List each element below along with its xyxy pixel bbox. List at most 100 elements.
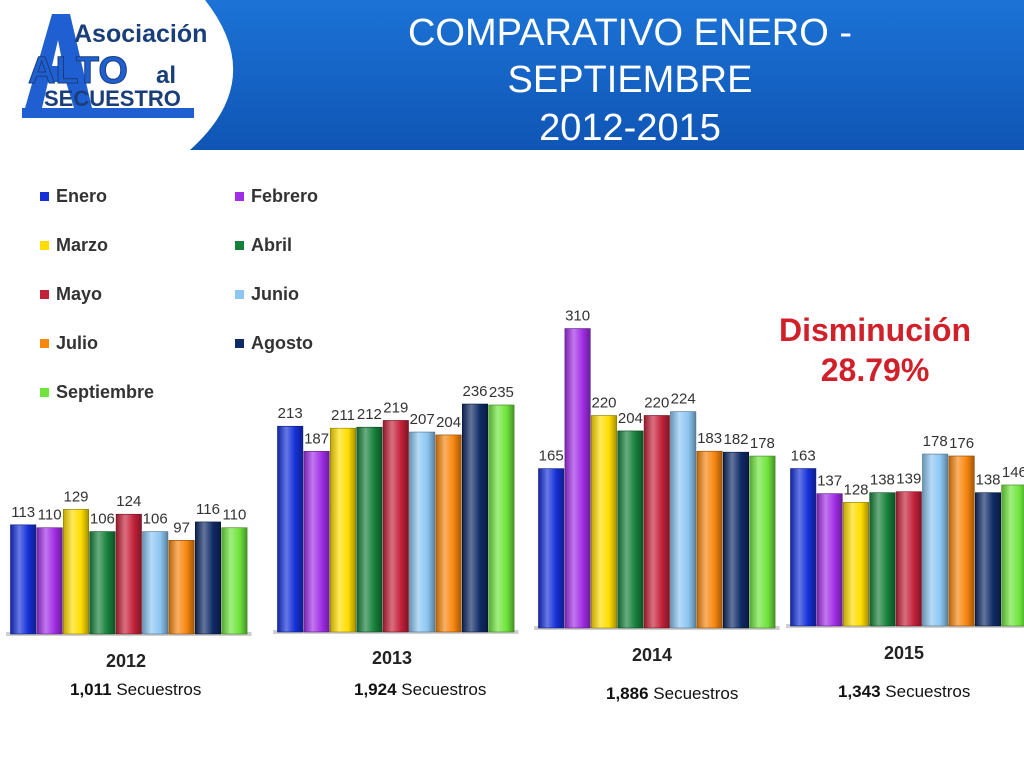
total-unit: Secuestros xyxy=(401,680,487,699)
data-label-2015-marzo: 128 xyxy=(843,481,868,498)
bar-2015-septiembre xyxy=(1001,484,1024,627)
bar-2012-mayo xyxy=(115,513,142,635)
bar-2014-mayo xyxy=(643,415,670,629)
total-unit: Secuestros xyxy=(885,682,971,701)
data-label-2013-agosto: 236 xyxy=(462,383,487,400)
data-label-2012-enero: 113 xyxy=(11,504,35,521)
data-label-2012-marzo: 129 xyxy=(63,488,88,505)
legend-swatch xyxy=(235,192,244,201)
legend-item-abril: Abril xyxy=(235,235,292,256)
legend-swatch xyxy=(40,241,49,250)
data-label-2013-marzo: 211 xyxy=(331,407,355,424)
bar-2015-junio xyxy=(922,453,949,627)
bar-2012-septiembre xyxy=(221,527,248,635)
data-label-2015-mayo: 139 xyxy=(896,471,921,488)
legend-swatch xyxy=(235,241,244,250)
data-label-2012-junio: 106 xyxy=(143,511,168,528)
bar-2013-marzo xyxy=(329,427,356,633)
total-value: 1,924 xyxy=(354,680,397,699)
total-2013: 1,924 Secuestros xyxy=(354,680,486,700)
bar-2015-enero xyxy=(790,468,817,627)
data-label-2012-mayo: 124 xyxy=(116,493,141,510)
bar-2012-marzo xyxy=(62,509,89,635)
data-label-2012-febrero: 110 xyxy=(38,507,62,524)
category-label-2012: 2012 xyxy=(106,651,147,671)
data-label-2013-junio: 207 xyxy=(410,411,435,428)
bar-2014-agosto xyxy=(722,451,749,629)
data-label-2013-enero: 213 xyxy=(278,405,303,422)
category-label-2013: 2013 xyxy=(372,648,413,668)
legend-label: Agosto xyxy=(251,333,313,353)
legend-item-julio: Julio xyxy=(40,333,98,354)
decrease-percent: 28.79% xyxy=(820,352,930,388)
data-label-2014-enero: 165 xyxy=(539,448,564,465)
data-label-2012-abril: 106 xyxy=(90,511,115,528)
legend-swatch xyxy=(40,339,49,348)
chart-legend: Enero Febrero Marzo Abril Mayo Junio Jul… xyxy=(40,178,360,418)
legend-label: Marzo xyxy=(56,235,109,255)
bar-2013-junio xyxy=(409,431,436,633)
logo-a-mark xyxy=(25,14,92,108)
bar-2013-julio xyxy=(435,434,462,633)
bar-2012-agosto xyxy=(195,521,222,635)
total-unit: Secuestros xyxy=(653,684,739,703)
bar-2015-mayo xyxy=(895,491,922,627)
logo-text-al: al xyxy=(156,62,176,89)
legend-item-enero: Enero xyxy=(40,186,107,207)
legend-swatch xyxy=(40,388,49,397)
data-label-2014-marzo: 220 xyxy=(591,394,616,411)
total-value: 1,343 xyxy=(838,682,881,701)
legend-label: Enero xyxy=(56,186,108,206)
data-label-2013-abril: 212 xyxy=(357,406,382,423)
bar-2014-septiembre xyxy=(749,455,776,629)
data-label-2015-abril: 138 xyxy=(870,472,895,489)
legend-item-septiembre: Septiembre xyxy=(40,382,154,403)
category-label-2014: 2014 xyxy=(632,645,673,665)
bar-2014-junio xyxy=(670,411,697,629)
page-title-line-3: 2012-2015 xyxy=(539,107,721,149)
bar-2015-agosto xyxy=(974,492,1001,627)
legend-item-junio: Junio xyxy=(235,284,299,305)
logo: Asociación ALTO al SECUESTRO xyxy=(22,14,207,118)
bar-2014-marzo xyxy=(590,415,617,629)
bar-2012-julio xyxy=(168,539,195,635)
bar-2015-julio xyxy=(948,455,975,627)
legend-item-febrero: Febrero xyxy=(235,186,318,207)
legend-label: Junio xyxy=(251,284,299,304)
bar-2015-abril xyxy=(869,492,896,627)
bar-2013-mayo xyxy=(382,420,409,633)
legend-label: Abril xyxy=(251,235,293,255)
decrease-callout: Disminución 28.79% xyxy=(740,310,1010,390)
legend-item-agosto: Agosto xyxy=(235,333,313,354)
data-label-2015-julio: 176 xyxy=(949,435,974,452)
data-label-2012-septiembre: 110 xyxy=(222,507,246,524)
bar-2013-enero xyxy=(277,425,304,633)
bar-2014-julio xyxy=(696,450,723,629)
legend-label: Febrero xyxy=(251,186,319,206)
legend-label: Julio xyxy=(56,333,99,353)
decrease-label: Disminución xyxy=(778,312,971,348)
header-banner xyxy=(190,0,1024,150)
legend-swatch xyxy=(235,290,244,299)
logo-text-secuestro: SECUESTRO xyxy=(44,86,181,111)
bar-2013-septiembre xyxy=(488,404,515,633)
data-label-2015-agosto: 138 xyxy=(975,472,1000,489)
data-label-2012-julio: 97 xyxy=(173,519,190,536)
bar-2013-agosto xyxy=(461,403,488,633)
data-label-2015-septiembre: 146 xyxy=(1002,464,1024,481)
total-value: 1,011 xyxy=(70,680,112,699)
bar-2014-abril xyxy=(617,430,644,629)
bar-2012-enero xyxy=(10,524,37,635)
total-2012: 1,011 Secuestros xyxy=(70,680,201,700)
bar-2013-febrero xyxy=(303,451,330,633)
data-label-2014-febrero: 310 xyxy=(565,308,590,325)
bar-2013-abril xyxy=(356,426,383,633)
legend-swatch xyxy=(40,290,49,299)
data-label-2014-agosto: 182 xyxy=(723,431,748,448)
legend-item-mayo: Mayo xyxy=(40,284,102,305)
total-value: 1,886 xyxy=(606,684,649,703)
data-label-2015-enero: 163 xyxy=(791,448,816,465)
data-label-2013-septiembre: 235 xyxy=(489,384,514,401)
data-label-2015-junio: 178 xyxy=(923,433,948,450)
